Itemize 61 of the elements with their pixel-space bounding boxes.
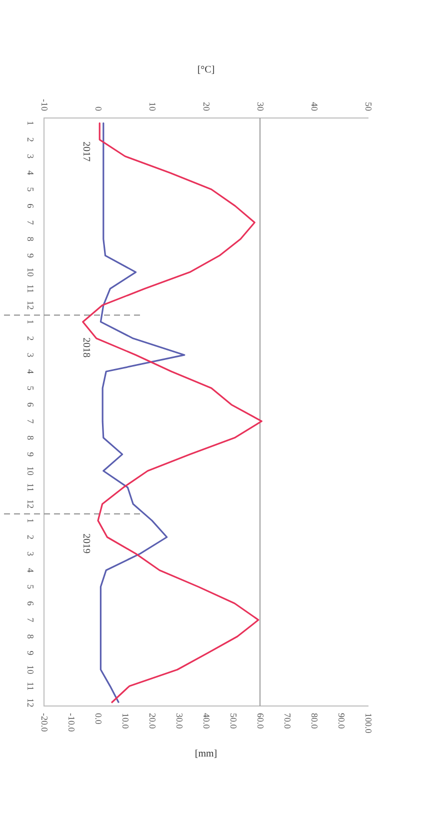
x2-tick-label: -10 <box>40 99 50 112</box>
y-tick-label: 10 <box>26 268 36 278</box>
x-axis-title: [mm] <box>194 748 218 760</box>
y-tick-label: 9 <box>26 253 36 258</box>
x-tick-label: 20.0 <box>148 713 158 730</box>
y-tick-label: 7 <box>26 618 36 623</box>
annotation: 2019 <box>80 534 92 554</box>
x2-tick-label: 40 <box>310 102 320 112</box>
y-tick-label: 1 <box>26 320 36 324</box>
y-tick-label: 11 <box>26 682 36 691</box>
y-tick-label: 1 <box>26 518 36 523</box>
y-tick-label: 7 <box>26 418 36 424</box>
x2-axis-title: [°C] <box>197 64 215 76</box>
y-tick-label: 5 <box>26 386 36 391</box>
y-tick-label: 11 <box>26 284 36 294</box>
y-tick-label: 4 <box>26 170 36 176</box>
y-tick-label: 9 <box>26 650 36 656</box>
y-tick-label: 12 <box>26 500 36 509</box>
y-tick-label: 3 <box>26 154 36 159</box>
y-tick-label: 7 <box>26 220 36 226</box>
y-tick-label: 9 <box>26 452 36 458</box>
x-tick-label: -20.0 <box>40 713 50 732</box>
x-tick-label: 10.0 <box>120 713 131 730</box>
y-tick-label: 6 <box>26 402 36 408</box>
y-tick-label: 10 <box>26 665 36 675</box>
y-tick-label: 8 <box>26 634 36 640</box>
x-tick-label: 100.0 <box>364 713 374 734</box>
x-tick-label: 60.0 <box>256 713 266 730</box>
y-tick-label: 8 <box>26 236 36 242</box>
y-tick-label: 12 <box>26 300 36 310</box>
y-tick-label: 4 <box>26 369 36 374</box>
y-tick-label: 6 <box>26 204 36 209</box>
x2-tick-label: 50 <box>364 102 374 112</box>
y-tick-label: 2 <box>26 137 36 142</box>
y-tick-label: 1 <box>26 120 36 126</box>
x2-tick-label: 20 <box>202 102 212 112</box>
x2-tick-label: 30 <box>256 102 266 112</box>
annotation: 2017 <box>80 142 92 162</box>
y-tick-label: 10 <box>26 466 36 476</box>
y-tick-label: 2 <box>26 336 36 341</box>
y-tick-label: 3 <box>26 551 36 556</box>
x2-tick-label: 10 <box>148 102 158 112</box>
y-tick-label: 11 <box>26 483 36 492</box>
x-tick-label: 90.0 <box>336 713 347 730</box>
y-tick-label: 2 <box>26 534 36 540</box>
y-tick-label: 4 <box>26 568 36 573</box>
x-tick-label: 40.0 <box>202 713 212 730</box>
annotation: 2018 <box>80 338 92 358</box>
y-tick-label: 5 <box>26 187 36 192</box>
x-tick-label: 50.0 <box>228 713 239 730</box>
y-tick-label: 8 <box>26 436 36 441</box>
x2-tick-label: 0 <box>94 106 104 112</box>
y-tick-label: 5 <box>26 584 36 590</box>
x-tick-label: 30.0 <box>174 713 185 730</box>
y-tick-label: 12 <box>26 698 36 708</box>
x-tick-label: 0.0 <box>94 713 104 725</box>
x-tick-label: 80.0 <box>310 713 320 730</box>
y-tick-label: 6 <box>26 601 36 606</box>
x-tick-label: 70.0 <box>282 713 293 730</box>
x-tick-label: -10.0 <box>66 713 77 732</box>
y-tick-label: 3 <box>26 352 36 358</box>
